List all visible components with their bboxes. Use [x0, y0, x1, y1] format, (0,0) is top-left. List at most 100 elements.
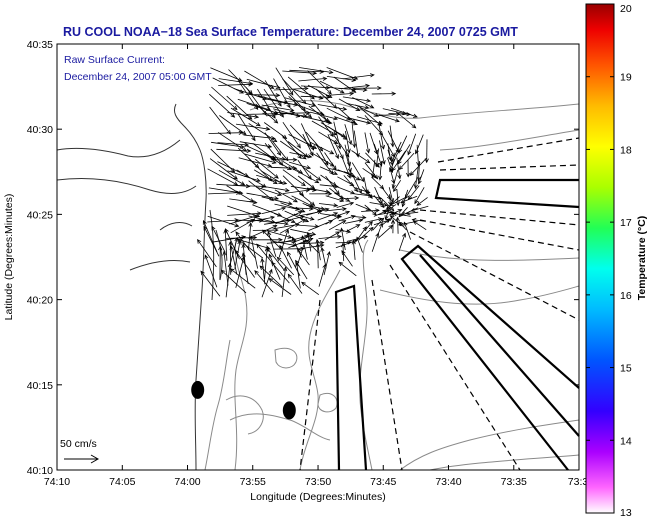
current-vector: [305, 239, 319, 254]
current-vector: [230, 107, 261, 127]
coastline-segment: [56, 139, 181, 158]
current-vector-head: [267, 163, 273, 168]
current-vector: [325, 215, 341, 225]
colorbar-tick-label: 13: [620, 507, 632, 518]
coastline-segment: [209, 209, 215, 301]
current-vector: [404, 180, 417, 199]
depth-contour: [229, 413, 331, 441]
current-vector: [237, 238, 264, 259]
current-vector-head: [389, 215, 395, 220]
current-vector-head: [278, 179, 284, 185]
current-vector: [371, 176, 384, 189]
current-vector: [345, 131, 350, 153]
y-axis-label: Latitude (Degrees:Minutes): [3, 194, 15, 321]
current-vector-head: [337, 144, 342, 150]
current-vector: [318, 203, 338, 207]
colorbar-tick-label: 19: [620, 72, 632, 84]
current-vector-head: [340, 242, 346, 248]
current-vector-head: [304, 218, 310, 223]
current-vector: [275, 111, 307, 117]
current-vector: [387, 149, 393, 166]
current-vector: [328, 220, 346, 231]
depth-contour: [225, 395, 264, 435]
current-vector: [342, 74, 374, 80]
current-vector: [270, 166, 297, 169]
current-vector: [289, 69, 324, 73]
current-vector: [218, 78, 253, 84]
current-vector-head: [384, 215, 389, 221]
current-vector-head: [309, 206, 314, 211]
shipping-lane: [419, 254, 580, 437]
current-vector-head: [306, 165, 312, 170]
current-vector-head: [345, 197, 351, 202]
x-tick-label: 74:05: [109, 476, 135, 488]
current-vector-head: [356, 236, 361, 242]
current-vector-head: [283, 266, 288, 272]
coastline-segment: [129, 259, 191, 271]
current-vector: [387, 130, 400, 153]
current-vector-head: [211, 225, 216, 231]
current-vector: [415, 134, 424, 154]
current-vector: [364, 204, 377, 216]
current-vector: [333, 121, 341, 149]
current-vector-head: [365, 159, 371, 164]
current-vector-head: [347, 167, 352, 173]
current-vector-head: [268, 278, 274, 283]
current-vector-head: [417, 179, 422, 185]
current-vector: [333, 140, 344, 159]
current-vector: [317, 104, 347, 110]
current-vector: [282, 189, 310, 194]
current-vector: [355, 104, 379, 117]
current-vector-head: [267, 176, 273, 182]
current-vector-head: [289, 90, 294, 96]
current-vector-head: [368, 226, 374, 232]
current-vector-head: [255, 178, 261, 182]
current-vector-head: [410, 207, 416, 212]
current-vector: [263, 153, 292, 170]
current-vector-head: [233, 175, 238, 180]
current-vector-head: [341, 220, 347, 225]
current-vector-head: [312, 187, 317, 192]
current-vector-head: [305, 188, 311, 193]
current-vector-head: [339, 89, 345, 94]
current-vector: [386, 204, 397, 212]
current-vector: [319, 166, 338, 175]
current-vector: [223, 251, 229, 286]
current-vector: [264, 132, 281, 156]
current-vector-head: [257, 211, 262, 216]
current-vector: [230, 246, 238, 275]
current-vector-head: [374, 162, 379, 168]
current-vector: [299, 192, 315, 206]
current-vector: [246, 192, 279, 200]
current-vector: [373, 194, 385, 208]
current-vector-head: [303, 153, 309, 158]
current-vector: [227, 112, 259, 118]
current-vector: [343, 171, 360, 181]
current-vector: [309, 141, 334, 155]
current-vector-head: [250, 218, 256, 223]
current-vector: [259, 265, 283, 288]
current-vector: [369, 132, 378, 154]
current-vector-head: [349, 181, 355, 186]
current-vector-head: [351, 77, 357, 82]
current-vector-head: [274, 196, 280, 201]
current-vector-head: [355, 224, 361, 229]
current-vector-head: [277, 192, 283, 197]
current-vector-head: [204, 254, 209, 260]
x-tick-label: 73:55: [240, 476, 266, 488]
current-vector-head: [276, 151, 282, 156]
current-vector-head: [249, 235, 254, 241]
depth-contour: [399, 419, 580, 471]
current-vector: [392, 213, 411, 217]
current-vector-head: [424, 158, 429, 164]
current-vector-head: [365, 148, 371, 154]
current-vector-head: [327, 120, 333, 125]
current-vector-head: [380, 144, 385, 150]
current-vector: [239, 141, 272, 148]
current-vector-head: [248, 89, 253, 95]
current-vector: [397, 144, 411, 165]
current-vector: [316, 152, 334, 175]
current-vector-head: [345, 210, 351, 215]
current-vector-head: [328, 220, 334, 224]
current-vector-head: [237, 77, 243, 82]
